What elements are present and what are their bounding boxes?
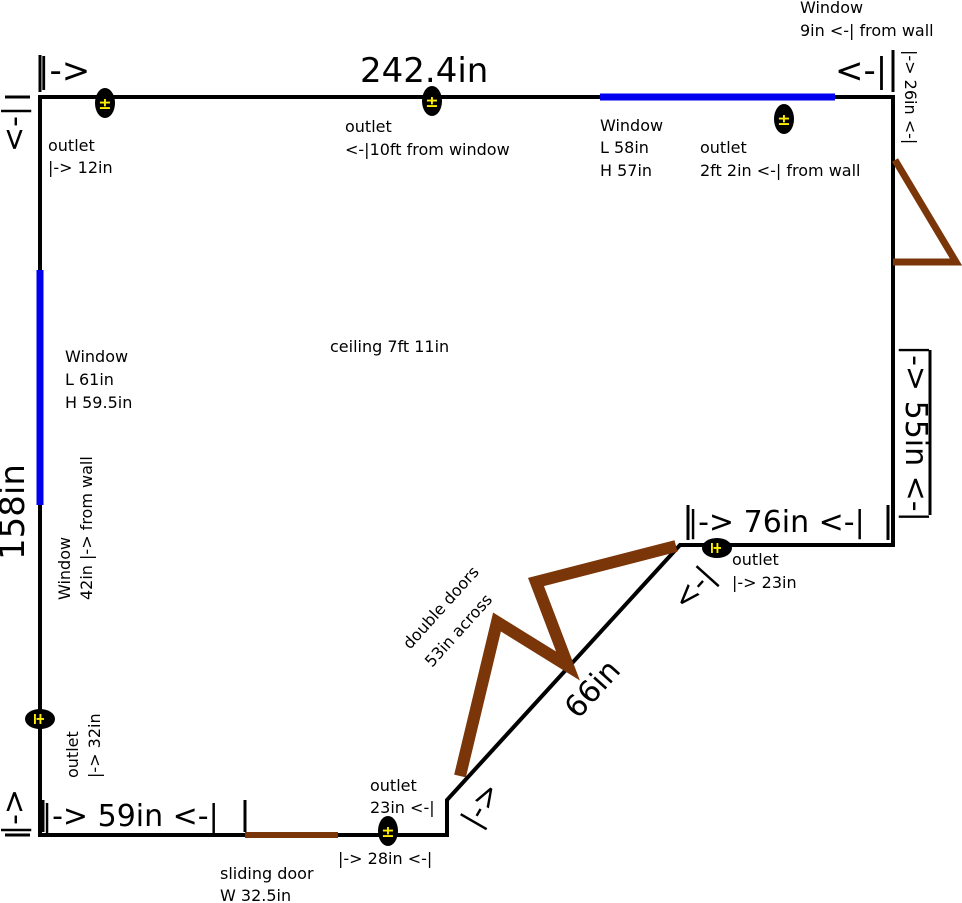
note: outlet (345, 117, 392, 136)
note: Window (65, 347, 128, 366)
outlet: ± (422, 86, 442, 116)
note: Window (800, 0, 863, 17)
note: <-|10ft from window (345, 140, 510, 159)
outlet: ± (378, 816, 398, 846)
dimension: |-> 55in <-| (898, 345, 933, 522)
shape (378, 816, 398, 846)
symbol: ± (381, 822, 394, 841)
outlet: ± (702, 538, 732, 558)
note: sliding door (220, 864, 314, 883)
shape (702, 538, 732, 558)
note: outlet (732, 550, 779, 569)
diagonal-wall (446, 544, 681, 801)
note: outlet (370, 776, 417, 795)
note: outlet (63, 731, 82, 778)
arrow: |-> (0, 789, 32, 835)
symbol: ± (425, 92, 438, 111)
top-dimension: 242.4in (360, 51, 488, 91)
door-right (891, 158, 962, 266)
outlet: ± (95, 88, 115, 118)
note: H 59.5in (65, 393, 132, 412)
note: Window (55, 537, 74, 600)
note: Window (600, 116, 663, 135)
symbol: ± (707, 541, 726, 554)
note: outlet (700, 138, 747, 157)
arrow: <-| (0, 106, 32, 152)
note: H 57in (600, 161, 652, 180)
shape (774, 104, 794, 134)
note: W 32.5in (220, 886, 291, 903)
left-dimension: 158in (0, 464, 33, 560)
dimension: |-> 26in <-| (901, 50, 920, 144)
dimension: |-> 76in <-| (688, 505, 865, 540)
note: |-> 12in (48, 158, 113, 177)
note: L 61in (65, 370, 114, 389)
shape (95, 88, 115, 118)
double-doors (454, 540, 678, 778)
arrow: <-| (666, 560, 723, 618)
symbol: ± (777, 110, 790, 129)
dimension-ticks (5, 50, 932, 837)
note: 2ft 2in <-| from wall (700, 161, 861, 180)
note: 9in <-| from wall (800, 21, 934, 40)
outlet: ± (25, 709, 55, 729)
note: |-> 23in (732, 573, 797, 592)
outlet: ± (774, 104, 794, 134)
walls (38, 95, 895, 837)
dimension: |-> 28in <-| (338, 849, 432, 868)
symbol: ± (98, 94, 111, 113)
arrow: |-> (38, 51, 90, 91)
note: 42in |-> from wall (77, 456, 96, 600)
symbol: ± (30, 712, 49, 725)
shape (25, 709, 55, 729)
note: |-> 32in (85, 713, 104, 778)
shape (422, 86, 442, 116)
note: 23in <-| (370, 798, 435, 817)
note: L 58in (600, 138, 649, 157)
bottom-dimension: |-> 59in <-| (42, 799, 219, 834)
arrow: <-| (835, 51, 887, 91)
ceiling: ceiling 7ft 11in (330, 337, 449, 356)
note: outlet (48, 136, 95, 155)
outlets: ± ± ± ± ± ± (25, 86, 794, 846)
